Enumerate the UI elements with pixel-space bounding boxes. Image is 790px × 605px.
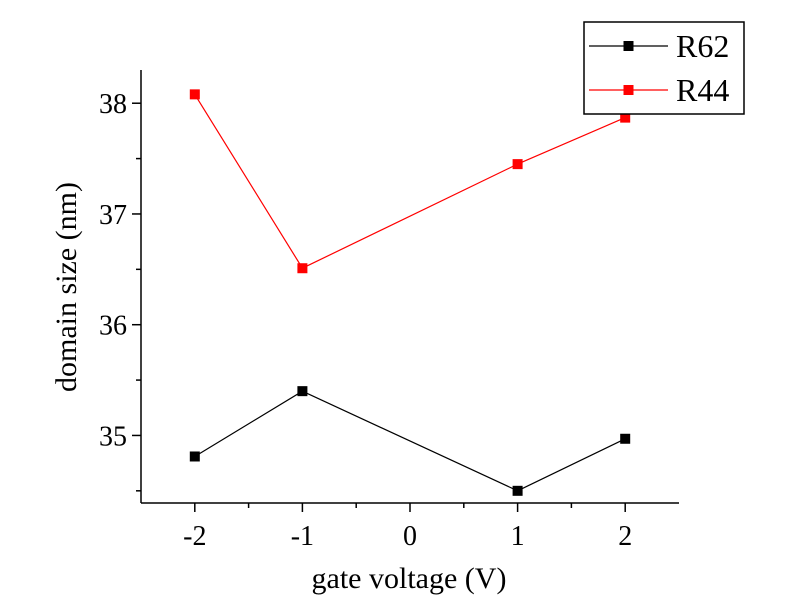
y-tick-label: 37: [99, 200, 127, 231]
legend-label-r62: R62: [676, 28, 729, 64]
data-point-r44: [189, 89, 200, 100]
data-point-r62: [297, 386, 308, 397]
data-point-r44: [512, 159, 523, 170]
x-tick-label: 1: [511, 521, 525, 552]
data-point-r62: [620, 433, 631, 444]
x-tick-label: 2: [618, 521, 632, 552]
plot-series: [189, 89, 631, 496]
x-tick-label: -2: [183, 521, 206, 552]
y-tick-label: 36: [99, 311, 127, 342]
y-tick-label: 35: [99, 421, 127, 452]
x-tick-label: 0: [403, 521, 417, 552]
x-tick-label: -1: [291, 521, 314, 552]
data-point-r62: [189, 451, 200, 462]
data-point-r44: [620, 112, 631, 123]
legend-box: [583, 21, 745, 115]
legend-marker-r44: [623, 85, 634, 95]
legend-marker-r62: [623, 41, 634, 51]
data-point-r44: [297, 263, 308, 274]
x-axis-title: gate voltage (V): [312, 562, 507, 595]
data-point-r62: [512, 485, 523, 496]
series-line-r62: [194, 390, 626, 492]
axes: -2 -1 0 1 2 35 36 37 38: [99, 70, 679, 552]
legend-label-r44: R44: [676, 72, 729, 108]
y-tick-label: 38: [99, 89, 127, 120]
series-line-r44: [194, 94, 626, 269]
y-axis-title: domain size (nm): [50, 182, 83, 392]
